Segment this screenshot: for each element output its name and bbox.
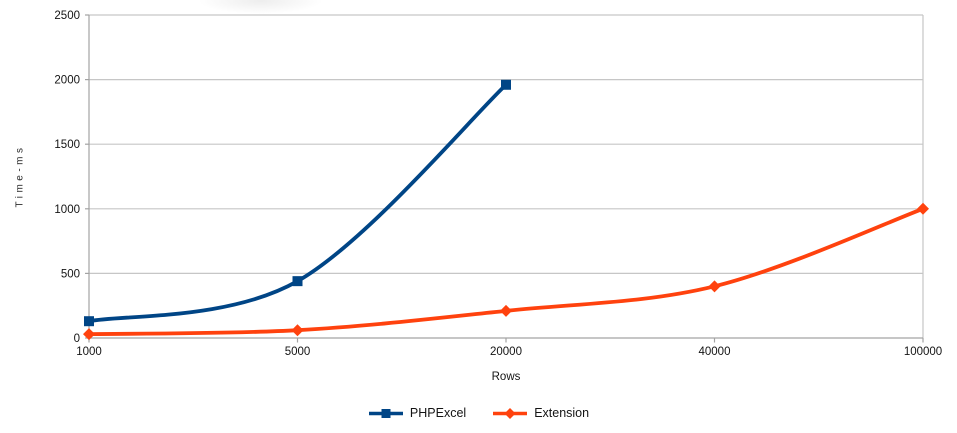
data-point-diamond[interactable] <box>917 202 929 215</box>
y-tick-label: 2500 <box>54 10 80 22</box>
x-tick-label: 20000 <box>490 346 522 358</box>
data-point-diamond[interactable] <box>504 407 516 419</box>
series-phpexcel[interactable] <box>84 79 511 327</box>
y-tick-label: 0 <box>74 333 80 345</box>
data-point-square[interactable] <box>381 408 391 418</box>
y-axis-title: Time-ms <box>14 144 26 208</box>
legend-swatch-diamond <box>493 407 528 419</box>
data-point-diamond[interactable] <box>500 304 512 317</box>
x-tick-label: 1000 <box>76 346 102 358</box>
data-point-diamond[interactable] <box>708 280 721 293</box>
data-point-diamond[interactable] <box>83 328 95 341</box>
legend: PHPExcel Extension <box>0 403 957 423</box>
x-tick-label: 40000 <box>699 346 731 358</box>
legend-swatch-square <box>368 408 403 418</box>
legend-label: Extension <box>534 406 590 420</box>
x-tick-label: 100000 <box>904 346 942 358</box>
legend-label: PHPExcel <box>409 406 467 420</box>
data-point-square[interactable] <box>501 79 511 90</box>
legend-item-phpexcel[interactable]: PHPExcel <box>368 406 466 420</box>
series-line[interactable] <box>87 82 508 324</box>
data-point-square[interactable] <box>84 316 94 327</box>
series-extension[interactable] <box>83 202 929 341</box>
data-point-diamond[interactable] <box>291 324 304 337</box>
x-tick-label: 5000 <box>285 346 311 358</box>
y-tick-label: 500 <box>61 268 80 280</box>
y-tick-label: 1500 <box>54 139 80 151</box>
y-tick-label: 1000 <box>54 204 80 216</box>
legend-item-extension[interactable]: Extension <box>492 406 589 420</box>
data-point-square[interactable] <box>292 276 303 287</box>
y-tick-label: 2000 <box>54 75 80 87</box>
x-axis-title: Rows <box>491 371 521 383</box>
